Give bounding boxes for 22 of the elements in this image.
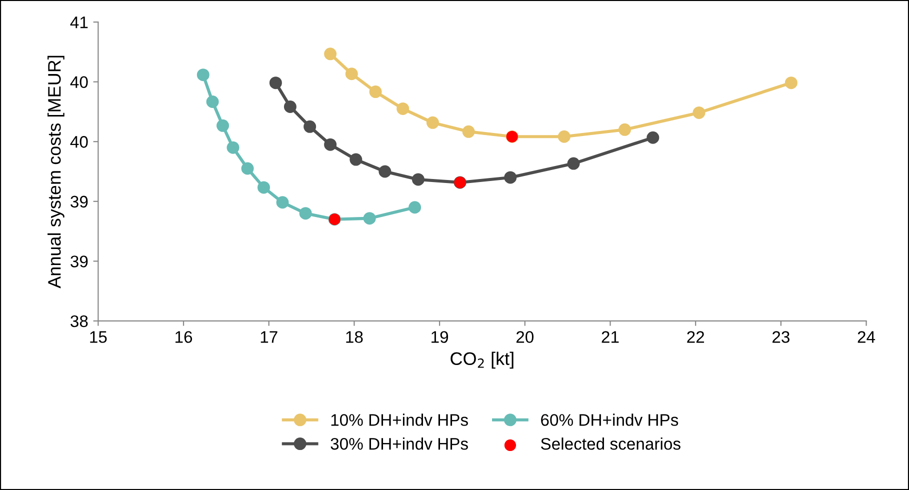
legend-label: 30% DH+indv HPs (330, 438, 468, 450)
x-tick-label: 19 (432, 331, 448, 343)
x-tick-label: 18 (346, 331, 363, 343)
y-tick-label: 39 (70, 256, 88, 268)
x-tick-label: 15 (90, 331, 107, 343)
y-tick-label: 39 (70, 196, 88, 208)
y-axis-title: Annual system costs [MEUR] (48, 56, 64, 288)
x-tick-label: 16 (176, 331, 192, 343)
legend-label: 10% DH+indv HPs (331, 414, 468, 426)
y-tick-label: 41 (70, 16, 88, 28)
legend-label: Selected scenarios (540, 438, 680, 450)
x-tick-label: 20 (516, 331, 534, 343)
x-tick-label: 21 (602, 331, 619, 343)
y-tick-label: 40 (70, 76, 88, 88)
x-tick-label: 24 (858, 331, 876, 343)
y-tick-label: 38 (70, 315, 88, 328)
x-axis-title: CO$_{2}$ [kt] (450, 352, 514, 369)
legend-label: 60% DH+indv HPs (541, 414, 678, 426)
x-tick-label: 22 (687, 331, 704, 343)
x-tick-label: 17 (260, 331, 278, 343)
x-tick-label: 23 (772, 331, 790, 343)
y-tick-label: 40 (70, 136, 88, 148)
